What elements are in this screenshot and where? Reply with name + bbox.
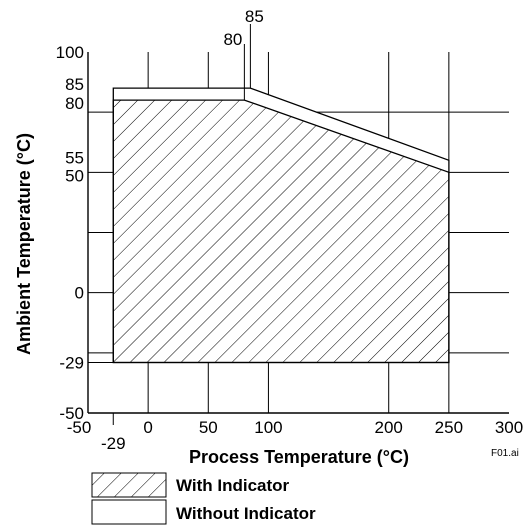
y-tick-label: 55 [65,148,84,167]
y-tick-label: -50 [59,404,84,423]
y-tick-label: 100 [56,43,84,62]
legend-swatch-with-indicator [91,472,167,498]
x-tick-label: 0 [143,418,152,437]
series-layer [112,87,450,364]
x-top-tick-label: 80 [223,30,242,49]
y-tick-label: 85 [65,75,84,94]
x-tick-labels: -50 -29 0 50 100 200 250 300 [67,418,523,453]
file-label: F01.ai [491,448,519,459]
x-tick-label: 250 [435,418,463,437]
y-tick-label: -29 [59,353,84,372]
x-tick-label: 300 [495,418,523,437]
legend-swatch-without-indicator [91,499,167,525]
y-tick-label: 0 [75,284,84,303]
x-top-tick-label: 85 [245,7,264,26]
legend: With Indicator Without Indicator [91,472,316,525]
y-tick-label: 80 [65,94,84,113]
series-with-indicator [112,99,450,364]
legend-label-without-indicator: Without Indicator [176,504,316,523]
x-tick-label: 100 [254,418,282,437]
x-tick-label: 50 [199,418,218,437]
legend-label-with-indicator: With Indicator [176,476,290,495]
x-tick-label: 200 [375,418,403,437]
y-axis-title: Ambient Temperature (°C) [14,133,34,355]
y-tick-label: 50 [65,166,84,185]
x-axis-title: Process Temperature (°C) [189,447,409,467]
x-tick-label: -50 [67,418,92,437]
x-tick-label: -29 [101,434,126,453]
